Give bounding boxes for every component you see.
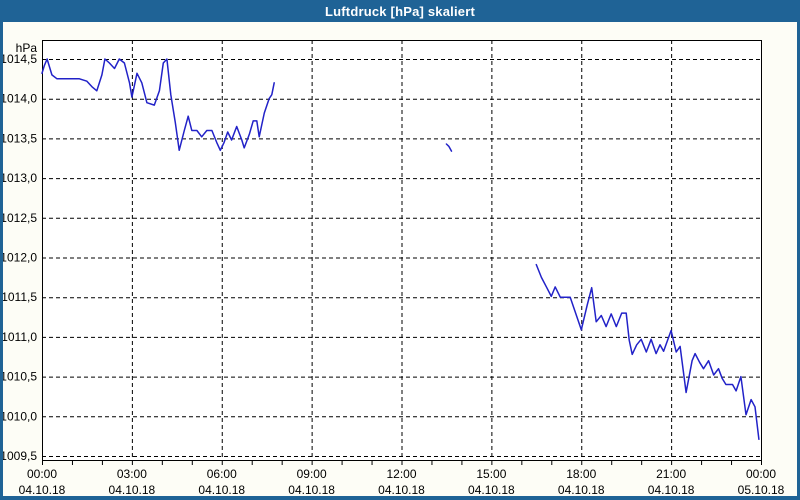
x-tick-date-label: 04.10.18 <box>558 483 605 497</box>
y-tick-label: 1011,5 <box>1 290 37 304</box>
x-tick-date-label: 04.10.18 <box>19 483 66 497</box>
x-tick-date-label: 04.10.18 <box>378 483 425 497</box>
x-tick-time-label: 09:00 <box>297 467 327 481</box>
x-tick-date-label: 05.10.18 <box>738 483 785 497</box>
x-tick-time-label: 12:00 <box>386 467 416 481</box>
x-tick-time-label: 00:00 <box>27 467 57 481</box>
pressure-line-segment <box>41 58 275 152</box>
y-tick-label: 1009,5 <box>0 449 37 463</box>
y-tick-label: 1012,5 <box>0 211 37 225</box>
x-tick-time-label: 03:00 <box>117 467 147 481</box>
x-tick-time-label: 15:00 <box>476 467 506 481</box>
window-title: Luftdruck [hPa] skaliert <box>325 3 475 19</box>
y-tick-label: 1013,5 <box>0 131 37 145</box>
title-bar[interactable]: Luftdruck [hPa] skaliert <box>0 0 800 22</box>
x-tick-time-label: 06:00 <box>207 467 237 481</box>
x-tick-date-label: 04.10.18 <box>288 483 335 497</box>
y-tick-label: 1012,0 <box>0 251 37 265</box>
x-tick-date-label: 04.10.18 <box>468 483 515 497</box>
x-tick-time-label: 18:00 <box>566 467 596 481</box>
pressure-line-segment <box>535 263 760 441</box>
y-axis-unit-label: hPa <box>16 41 38 55</box>
y-tick-label: 1010,0 <box>0 409 37 423</box>
y-tick-label: 1010,5 <box>0 370 37 384</box>
y-tick-label: 1014,5 <box>0 52 37 66</box>
x-tick-date-label: 04.10.18 <box>109 483 156 497</box>
x-tick-time-label: 21:00 <box>656 467 686 481</box>
y-tick-label: 1013,0 <box>0 171 37 185</box>
pressure-line-segment <box>445 143 453 152</box>
x-tick-date-label: 04.10.18 <box>198 483 245 497</box>
x-tick-time-label: 00:00 <box>746 467 776 481</box>
y-tick-label: 1014,0 <box>0 92 37 106</box>
y-tick-label: 1011,0 <box>1 330 37 344</box>
x-tick-date-label: 04.10.18 <box>648 483 695 497</box>
